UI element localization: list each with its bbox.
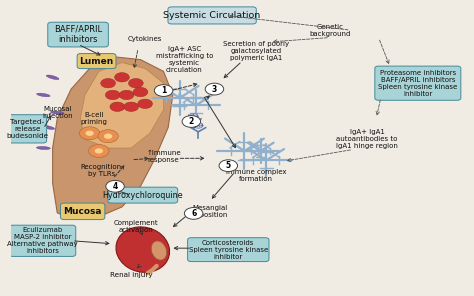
Circle shape: [189, 114, 198, 119]
Text: Secretion of poorly
galactosylated
polymeric IgA1: Secretion of poorly galactosylated polym…: [223, 41, 289, 61]
Text: Mucosa: Mucosa: [64, 207, 102, 216]
Circle shape: [104, 133, 112, 139]
Text: Immune complex
formation: Immune complex formation: [226, 170, 286, 183]
FancyBboxPatch shape: [188, 238, 269, 262]
Circle shape: [182, 116, 201, 127]
Text: Hydroxychloroquine: Hydroxychloroquine: [102, 191, 183, 200]
Circle shape: [85, 131, 94, 136]
Circle shape: [155, 85, 173, 96]
Text: 6: 6: [191, 209, 196, 218]
Circle shape: [100, 78, 116, 88]
Circle shape: [106, 180, 124, 192]
Text: Systemic Circulation: Systemic Circulation: [164, 11, 261, 20]
Ellipse shape: [50, 111, 64, 114]
Circle shape: [124, 102, 138, 112]
Text: 3: 3: [212, 85, 217, 94]
Circle shape: [137, 99, 153, 109]
FancyBboxPatch shape: [48, 22, 109, 47]
Text: Genetic
background: Genetic background: [310, 24, 351, 37]
FancyBboxPatch shape: [108, 187, 178, 203]
FancyBboxPatch shape: [9, 225, 76, 256]
Text: B-cell
priming: B-cell priming: [81, 112, 108, 125]
Ellipse shape: [46, 75, 59, 80]
Text: Corticosteroids
Spleen tyrosine kinase
inhibitor: Corticosteroids Spleen tyrosine kinase i…: [189, 240, 268, 260]
Polygon shape: [53, 57, 173, 219]
Circle shape: [95, 148, 103, 154]
Text: Eculizumab
MASP-2 inhibitor
Alternative pathway
inhibitors: Eculizumab MASP-2 inhibitor Alternative …: [7, 227, 78, 254]
Text: Mesangial
deposition: Mesangial deposition: [191, 205, 228, 218]
Text: 2: 2: [189, 117, 194, 126]
Polygon shape: [81, 62, 164, 148]
Circle shape: [98, 130, 118, 143]
Circle shape: [119, 90, 134, 100]
Circle shape: [193, 122, 203, 128]
Circle shape: [89, 144, 109, 157]
Text: Renal injury: Renal injury: [110, 272, 153, 278]
Ellipse shape: [116, 227, 170, 272]
Text: IgA+: IgA+: [192, 123, 204, 128]
Circle shape: [128, 78, 143, 88]
Text: Mucosal
infection: Mucosal infection: [42, 106, 73, 119]
Circle shape: [105, 90, 120, 100]
Text: Proteasome inhibitors
BAFF/APRIL inhibitors
Spleen tyrosine kinase
inhibitor: Proteasome inhibitors BAFF/APRIL inhibit…: [378, 70, 457, 97]
Ellipse shape: [36, 93, 50, 97]
Text: BAFF/APRIL
inhibitors: BAFF/APRIL inhibitors: [54, 25, 102, 44]
Text: Recognition
by TLRs: Recognition by TLRs: [81, 164, 122, 177]
Text: Cytokines: Cytokines: [128, 36, 162, 42]
Circle shape: [184, 207, 203, 219]
Text: 1: 1: [161, 86, 166, 95]
Text: IgA+: IgA+: [188, 114, 200, 119]
Text: Targeted-
release
budesonide: Targeted- release budesonide: [6, 119, 48, 139]
Text: IgA+ ASC
mistrafficking to
systemic
circulation: IgA+ ASC mistrafficking to systemic circ…: [155, 46, 213, 73]
Circle shape: [115, 73, 129, 82]
Ellipse shape: [41, 125, 55, 129]
Circle shape: [80, 127, 100, 140]
Text: ↑Immune
response: ↑Immune response: [146, 150, 181, 163]
Circle shape: [219, 160, 237, 172]
FancyBboxPatch shape: [8, 115, 46, 143]
Circle shape: [110, 102, 125, 112]
FancyBboxPatch shape: [61, 203, 105, 220]
Text: Complement
activation: Complement activation: [114, 220, 158, 233]
FancyBboxPatch shape: [168, 7, 256, 24]
Ellipse shape: [151, 241, 166, 260]
Circle shape: [205, 83, 224, 95]
Text: Lumen: Lumen: [80, 57, 114, 66]
FancyBboxPatch shape: [77, 54, 116, 69]
Text: IgA+ IgA1
autoantibodies to
IgA1 hinge region: IgA+ IgA1 autoantibodies to IgA1 hinge r…: [336, 129, 398, 149]
Text: 4: 4: [112, 182, 118, 191]
Ellipse shape: [36, 147, 50, 149]
Text: 5: 5: [226, 161, 231, 170]
Circle shape: [133, 87, 148, 97]
FancyBboxPatch shape: [375, 66, 461, 100]
